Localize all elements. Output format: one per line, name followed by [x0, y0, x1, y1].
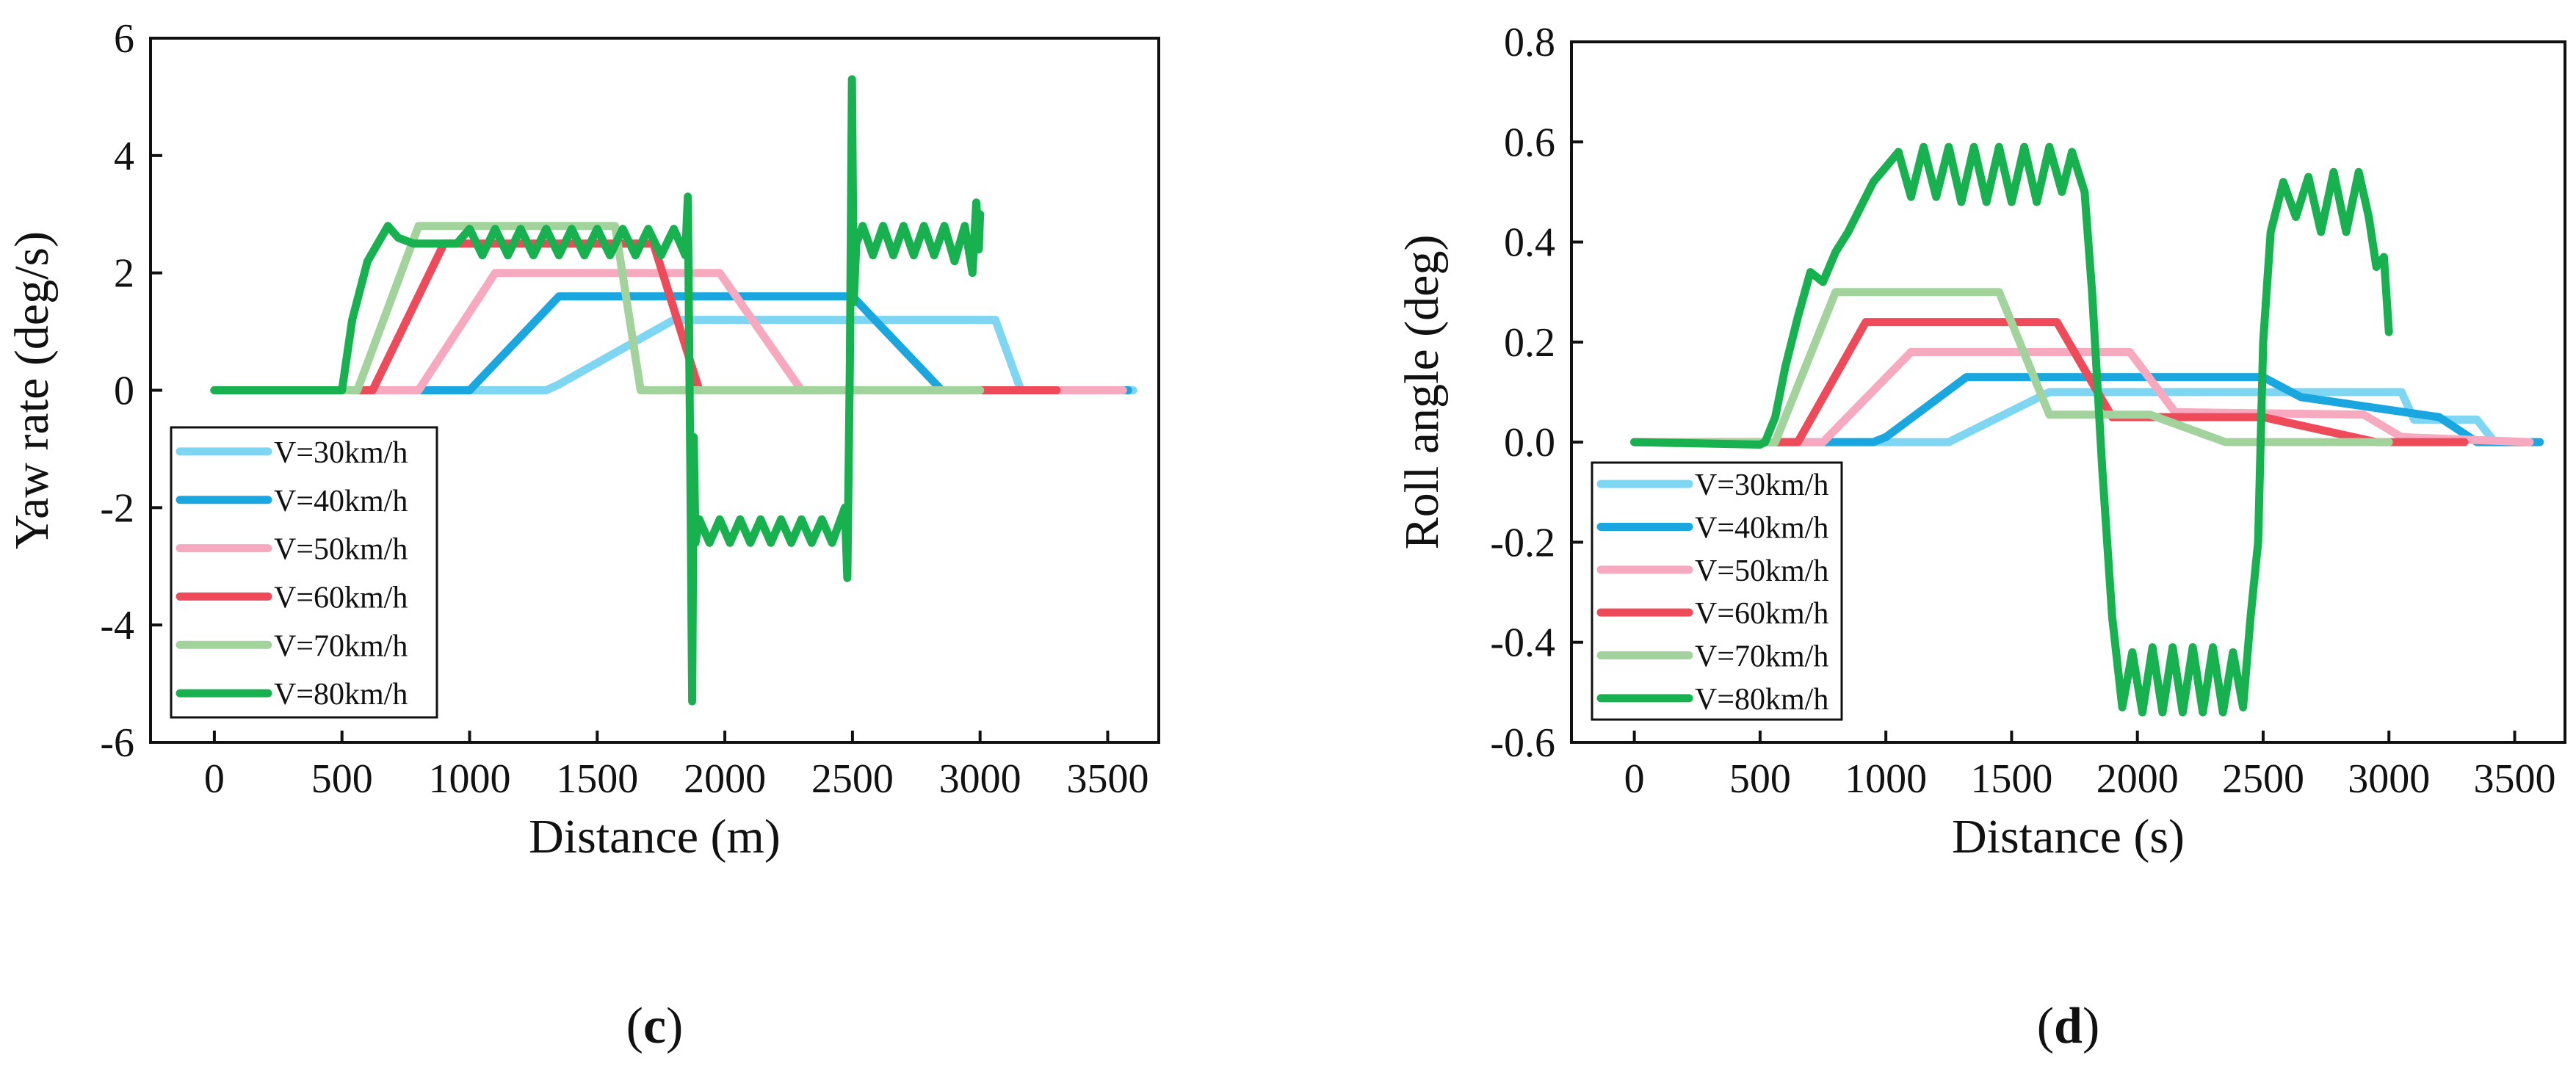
series-line-v-80km-h: [1630, 142, 2393, 717]
y-tick-label: 4: [114, 134, 134, 179]
legend-box: [170, 426, 438, 719]
x-tick-label: 500: [311, 756, 373, 802]
series-line-v-80km-h: [210, 75, 985, 706]
legend-entry: V=40km/h: [274, 485, 408, 518]
x-tick-label: 1000: [1845, 756, 1927, 802]
y-tick-label: -4: [100, 603, 134, 648]
x-axis-label: Distance (s): [1952, 810, 2185, 864]
x-tick-label: 3500: [2473, 756, 2555, 802]
x-tick-label: 1500: [556, 756, 638, 802]
panel-label-paren: (: [2037, 998, 2054, 1054]
panel-label: (c): [626, 998, 684, 1054]
x-tick-label: 2000: [2096, 756, 2179, 802]
x-tick-label: 2000: [684, 756, 766, 802]
series-lines: [1630, 142, 2544, 717]
legend-entry: V=80km/h: [274, 678, 408, 712]
legend-entry: V=70km/h: [274, 629, 408, 663]
series-lines: [210, 75, 1137, 706]
y-axis-label: Roll angle (deg): [1395, 235, 1449, 550]
legend-entry: V=40km/h: [1695, 512, 1828, 546]
axis-ticks: 0 500 1000 1500 2000 2500 3000 3500 -6 -4 -2 0 2 4 6: [100, 16, 1148, 802]
panel-label-letter: c: [643, 998, 666, 1054]
y-tick-label: -0.4: [1490, 620, 1555, 666]
panel-label-paren: ): [666, 998, 683, 1054]
legend-box: [1591, 461, 1843, 721]
y-tick-label: 6: [114, 16, 134, 62]
y-tick-label: 0.2: [1504, 320, 1555, 366]
panel-label-letter: d: [2054, 998, 2083, 1054]
series-line-v-70km-h: [1630, 288, 2393, 446]
legend-entry: V=70km/h: [1695, 640, 1828, 674]
x-tick-label: 3000: [939, 756, 1021, 802]
legend: V=30km/h V=40km/h V=50km/h V=60km/h V=70km/h…: [1591, 461, 1843, 721]
y-tick-label: 0.4: [1504, 220, 1555, 266]
legend-entry: V=60km/h: [1695, 597, 1828, 631]
legend-entry: V=80km/h: [1695, 683, 1828, 717]
legend-entry: V=30km/h: [274, 436, 408, 470]
x-tick-label: 3500: [1066, 756, 1148, 802]
panel-label-paren: ): [2083, 998, 2099, 1054]
legend-entry: V=50km/h: [274, 533, 408, 567]
plot-frame: [1570, 40, 2566, 744]
y-tick-label: -0.6: [1490, 720, 1555, 766]
x-tick-label: 500: [1729, 756, 1791, 802]
y-tick-label: 0.8: [1504, 20, 1555, 65]
x-tick-label: 0: [1624, 756, 1645, 802]
legend-entry: V=60km/h: [274, 581, 408, 615]
x-tick-label: 1000: [428, 756, 510, 802]
chart-panel-c: 0 500 1000 1500 2000 2500 3000 3500 -6 -4 -2 0 2 4 6 V…: [5, 16, 1160, 1054]
y-tick-label: 0: [114, 369, 134, 414]
y-tick-label: 0.0: [1504, 420, 1555, 466]
y-tick-label: 0.6: [1504, 120, 1555, 165]
axis-ticks: 0 500 1000 1500 2000 2500 3000 3500 -0.6 -0.4 -0.2…: [1490, 20, 2555, 802]
x-tick-label: 1500: [1970, 756, 2052, 802]
panel-label-paren: (: [626, 998, 643, 1054]
legend: V=30km/h V=40km/h V=50km/h V=60km/h V=70km/h…: [170, 426, 438, 719]
x-tick-label: 0: [204, 756, 225, 802]
y-tick-label: -0.2: [1490, 520, 1555, 565]
chart-panel-d: 0 500 1000 1500 2000 2500 3000 3500 -0.6 -0.4 -0.2…: [1395, 20, 2566, 1054]
y-axis-label: Yaw rate (deg/s): [5, 231, 59, 549]
x-tick-label: 2500: [811, 756, 894, 802]
y-tick-label: -6: [100, 720, 134, 766]
x-tick-label: 3000: [2348, 756, 2430, 802]
y-tick-label: -2: [100, 485, 134, 531]
y-tick-label: 2: [114, 251, 134, 297]
series-line-v-60km-h: [1630, 318, 2469, 446]
series-line-v-50km-h: [1630, 348, 2534, 446]
legend-entry: V=30km/h: [1695, 468, 1828, 502]
panel-label: (d): [2037, 998, 2100, 1054]
x-tick-label: 2500: [2222, 756, 2304, 802]
legend-entry: V=50km/h: [1695, 554, 1828, 588]
x-axis-label: Distance (m): [529, 810, 781, 864]
